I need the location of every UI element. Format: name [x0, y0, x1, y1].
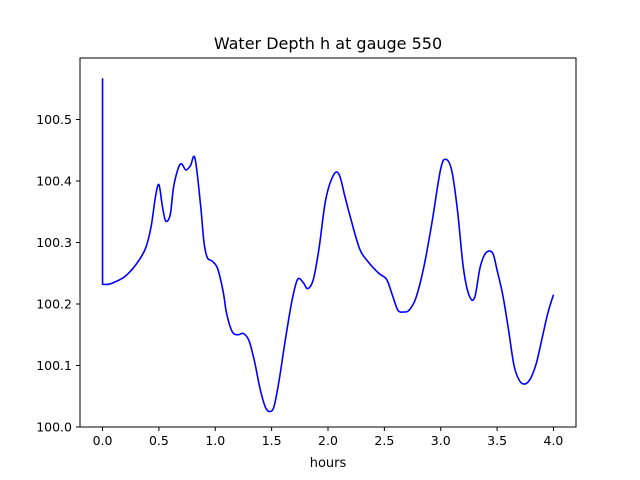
x-tick-label: 2.5	[374, 433, 394, 448]
series-group	[101, 78, 555, 413]
series-line	[101, 78, 555, 413]
x-tick-label: 0.5	[149, 433, 169, 448]
x-tick-label: 3.0	[431, 433, 451, 448]
plot-frame	[79, 57, 577, 428]
y-tick-label: 100.4	[36, 174, 72, 189]
x-axis-label: hours	[310, 456, 347, 471]
y-tick-label: 100.2	[36, 297, 72, 312]
x-tick-label: 2.0	[318, 433, 338, 448]
y-tick-label: 100.3	[36, 235, 72, 250]
plot-area	[80, 58, 576, 427]
x-tick-label: 0.0	[93, 433, 113, 448]
x-tick-label: 4.0	[544, 433, 564, 448]
x-tick-label: 3.5	[487, 433, 507, 448]
y-tick-label: 100.5	[36, 112, 72, 127]
x-tick-label: 1.5	[262, 433, 282, 448]
ticks: 0.0 0.5 1.0 1.5 2.0 2.5 3.0 3.5 4.0 100.0 100.1 100…	[36, 112, 563, 448]
x-tick-label: 1.0	[205, 433, 225, 448]
y-tick-label: 100.1	[36, 358, 72, 373]
y-tick-label: 100.0	[36, 420, 72, 435]
chart-title: Water Depth h at gauge 550	[214, 34, 442, 53]
